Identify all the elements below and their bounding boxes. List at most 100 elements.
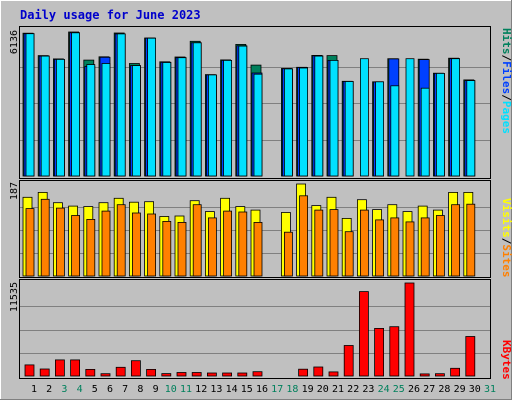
x-label-day-22: 22 [347,384,359,395]
hits-files-pages-bar-pages-day-20 [314,55,324,177]
hits-files-pages-bar-pages-day-6 [101,63,111,177]
legend-bot: KBytes [500,340,512,380]
hits-files-pages-bar-pages-day-28 [435,73,445,177]
kbytes-bar-kbytes-day-19 [298,368,309,377]
hits-files-pages-bar-pages-day-29 [451,58,461,177]
x-label-day-3: 3 [61,384,67,395]
panel-hits-box [19,26,491,179]
x-label-day-8: 8 [137,384,143,395]
visits-sites-bar-sites-day-1 [25,208,35,277]
kbytes-bar-kbytes-day-3 [55,359,65,377]
hits-files-pages-bar-pages-day-25 [390,85,400,177]
hits-files-pages-bar-pages-day-2 [40,55,50,177]
x-label-day-26: 26 [408,384,420,395]
hits-files-pages-bar-pages-day-1 [25,33,35,177]
x-label-day-6: 6 [107,384,113,395]
x-label-day-5: 5 [92,384,98,395]
kbytes-bar-kbytes-day-23 [358,291,369,377]
x-axis-labels: 1 2 3 4 5 6 7 8 9 10 11 12 13 14 15 16 17 18 19 20 21 22 23 24 2… [31,384,496,395]
visits-sites-bar-sites-day-8 [131,212,141,277]
hits-files-pages-bar-pages-day-13 [207,74,217,177]
x-label-day-1: 1 [31,384,37,395]
visits-sites-bar-sites-day-22 [344,231,354,277]
x-label-day-16: 16 [256,384,268,395]
legend-top: Hits/Files/Pages [500,28,512,134]
max-label-kbytes: 11535 [9,282,20,312]
hits-files-pages-bar-pages-day-8 [131,65,141,177]
x-label-day-13: 13 [210,384,222,395]
legend-files: Files [500,61,512,94]
visits-sites-bar-sites-day-5 [86,218,96,277]
hits-files-pages-bar-pages-day-24 [375,81,385,177]
hits-files-pages-bar-pages-day-27 [420,87,430,177]
x-label-day-25: 25 [393,384,405,395]
panel-visits-box [19,180,491,278]
x-label-day-17: 17 [271,384,283,395]
x-label-day-24: 24 [378,384,390,395]
hits-files-pages-bar-pages-day-7 [116,33,126,177]
hits-files-pages-bar-pages-day-10 [162,62,172,177]
kbytes-bar-kbytes-day-21 [328,371,339,377]
visits-sites-bar-sites-day-7 [116,204,126,277]
x-label-day-4: 4 [77,384,83,395]
hits-files-pages-bar-pages-day-26 [405,58,415,177]
kbytes-bar-kbytes-day-27 [419,373,430,377]
kbytes-bar-kbytes-day-16 [252,371,263,377]
legend-pages: Pages [500,101,512,134]
legend-sites: Sites [500,244,512,277]
visits-sites-bar-sites-day-19 [299,195,309,277]
hits-files-pages-bar-pages-day-14 [223,60,233,177]
legend-kbytes: KBytes [500,340,512,380]
kbytes-bar-kbytes-day-22 [343,345,354,377]
hits-files-pages-bar-pages-day-21 [329,60,339,177]
x-label-day-11: 11 [180,384,192,395]
max-label-visits: 187 [9,182,20,200]
kbytes-bar-kbytes-day-7 [115,366,126,377]
kbytes-bar-kbytes-day-29 [450,367,461,377]
visits-sites-bar-sites-day-18 [283,231,293,277]
visits-sites-bar-sites-day-9 [147,213,157,277]
hits-files-pages-bar-pages-day-22 [344,81,354,177]
visits-sites-bar-sites-day-30 [466,203,476,277]
visits-sites-bar-sites-day-16 [253,221,263,277]
legend-hits: Hits [500,28,512,55]
visits-sites-bar-sites-day-20 [314,209,324,277]
bars-layer [22,31,476,377]
hits-files-pages-bar-pages-day-11 [177,57,187,177]
x-label-day-12: 12 [195,384,207,395]
x-label-day-18: 18 [286,384,298,395]
visits-sites-bar-sites-day-6 [101,210,111,277]
visits-sites-bar-sites-day-10 [162,220,172,277]
x-label-day-20: 20 [317,384,329,395]
kbytes-bar-kbytes-day-5 [85,368,96,377]
visits-sites-bar-sites-day-3 [56,207,65,277]
hits-files-pages-bar-pages-day-5 [86,64,96,177]
hits-files-pages-bar-pages-day-4 [71,32,80,177]
x-label-day-9: 9 [153,384,159,395]
hits-files-pages-bar-pages-day-18 [283,68,293,177]
x-label-day-27: 27 [423,384,435,395]
visits-sites-bar-sites-day-14 [223,210,233,277]
hits-files-pages-bar-pages-day-15 [238,45,248,177]
visits-sites-bar-sites-day-11 [177,221,187,277]
visits-sites-bar-sites-day-28 [435,215,445,277]
kbytes-bar-kbytes-day-26 [404,282,415,377]
x-label-day-10: 10 [165,384,177,395]
x-label-day-29: 29 [454,384,466,395]
hits-files-pages-bar-pages-day-30 [466,80,476,177]
x-label-day-2: 2 [46,384,52,395]
x-label-day-30: 30 [469,384,481,395]
kbytes-bar-kbytes-day-15 [237,372,248,377]
hits-files-pages-bar-pages-day-23 [359,58,369,177]
visits-sites-bar-sites-day-25 [390,217,400,277]
visits-sites-bar-sites-day-13 [207,217,217,277]
chart-panels [19,26,491,379]
x-label-day-28: 28 [438,384,450,395]
panel-kbytes-box [19,279,491,379]
kbytes-bar-kbytes-day-10 [161,373,172,377]
kbytes-bar-kbytes-day-13 [206,372,217,377]
x-label-day-7: 7 [122,384,128,395]
visits-sites-bar-sites-day-23 [359,209,369,277]
legend-visits: Visits [500,198,512,238]
